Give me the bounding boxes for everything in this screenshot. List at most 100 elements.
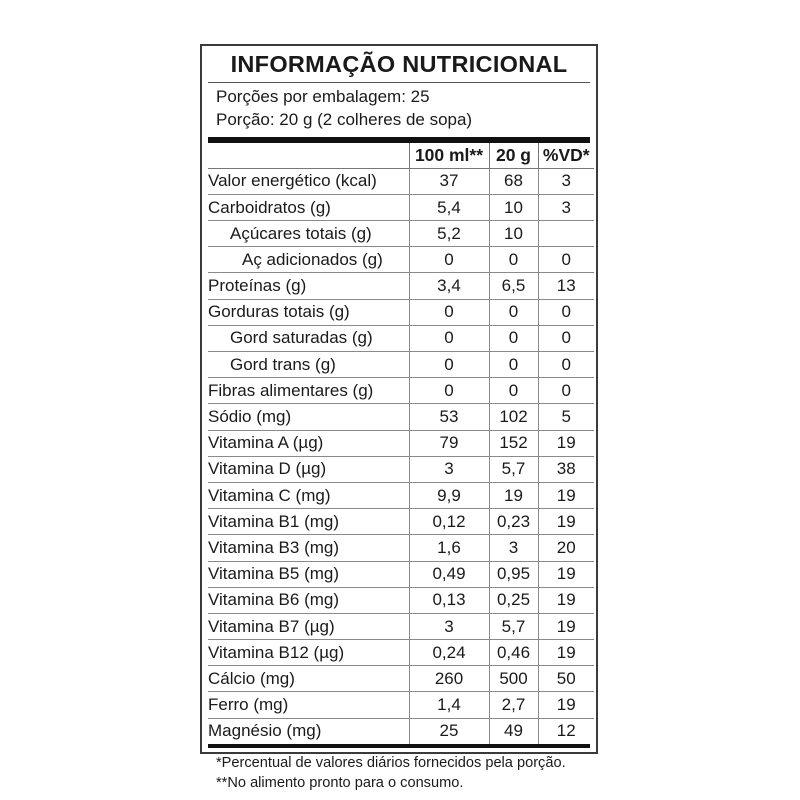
serving-info-block: Porções por embalagem: 25 Porção: 20 g (… [208,83,590,136]
value-percent-vd: 19 [537,430,594,457]
value-per-portion: 68 [488,168,538,195]
value-percent-vd: 0 [537,351,594,379]
column-header-nutrient [208,142,409,169]
table-row: Gord saturadas (g) 0 0 0 [208,325,594,353]
page-title: INFORMAÇÃO NUTRICIONAL [208,46,590,83]
table-row: Fibras alimentares (g) 0 0 0 [208,377,594,405]
value-per-100ml: 3 [408,613,489,641]
nutrient-name: Vitamina B3 (mg) [208,534,409,562]
value-per-portion: 49 [488,718,538,744]
nutrition-table-body: Valor energético (kcal) 37 68 3 Carboidratos… [208,168,594,744]
nutrient-name: Gord trans (g) [208,351,409,379]
nutrition-table: 100 ml** 20 g %VD* Valor energético (kca… [208,142,594,744]
value-percent-vd: 0 [537,246,594,274]
table-row: Proteínas (g) 3,4 6,5 13 [208,272,594,300]
value-per-100ml: 0,12 [408,508,489,536]
value-per-portion: 0,46 [488,639,538,667]
value-per-100ml: 5,4 [408,194,489,222]
table-row: Açúcares totais (g) 5,2 10 [208,220,594,248]
nutrient-name: Magnésio (mg) [208,721,322,741]
value-per-portion: 500 [488,665,538,693]
value-per-portion: 2,7 [488,691,538,719]
value-per-portion: 0,25 [488,587,538,614]
value-per-portion: 0 [488,325,538,353]
value-percent-vd: 20 [537,534,594,562]
nutrient-name: Gord saturadas (g) [208,325,409,353]
value-per-portion: 6,5 [488,272,538,300]
value-percent-vd: 38 [537,456,594,483]
value-per-100ml: 5,2 [408,220,489,248]
table-row: Magnésio (mg) 25 49 12 [208,718,594,744]
column-header-percent-vd: %VD* [537,142,594,169]
nutrient-name: Cálcio (mg) [208,665,409,693]
nutrient-name: Ferro (mg) [208,691,409,719]
value-per-portion: 0 [488,246,538,274]
value-per-100ml: 1,6 [408,534,489,562]
value-percent-vd: 19 [537,691,594,719]
nutrient-name: Vitamina C (mg) [208,482,409,510]
value-percent-vd: 19 [537,508,594,536]
table-row: Carboidratos (g) 5,4 10 3 [208,194,594,222]
value-per-portion: 0 [488,351,538,379]
table-row: Cálcio (mg) 260 500 50 [208,665,594,693]
value-percent-vd [537,220,594,248]
table-row: Vitamina B7 (µg) 3 5,7 19 [208,613,594,641]
value-percent-vd: 3 [537,168,594,195]
value-per-portion: 0,95 [488,561,538,588]
table-row: Vitamina C (mg) 9,9 19 19 [208,482,594,510]
value-per-portion: 19 [488,482,538,510]
value-percent-vd: 19 [537,639,594,667]
value-percent-vd: 3 [537,194,594,222]
footnote-percent-vd: *Percentual de valores diários fornecido… [216,754,566,771]
nutrient-name: Vitamina B1 (mg) [208,508,409,536]
nutrient-name: Vitamina B5 (mg) [208,561,409,588]
nutrient-name: Carboidratos (g) [208,194,409,222]
value-percent-vd: 12 [537,718,594,744]
servings-per-package: Porções por embalagem: 25 [216,86,430,106]
table-row: Vitamina A (µg) 79 152 19 [208,430,594,457]
table-row: Vitamina D (µg) 3 5,7 38 [208,456,594,483]
value-percent-vd: 19 [537,482,594,510]
value-per-100ml: 0,24 [408,639,489,667]
table-row: Aç adicionados (g) 0 0 0 [208,246,594,274]
value-per-portion: 102 [488,403,538,431]
footer-thick-rule [208,743,590,748]
value-per-100ml: 1,4 [408,691,489,719]
value-per-portion: 152 [488,430,538,457]
value-per-100ml: 0,49 [408,561,489,588]
value-per-100ml: 0 [408,351,489,379]
value-percent-vd: 19 [537,613,594,641]
value-per-portion: 10 [488,220,538,248]
value-percent-vd: 0 [537,377,594,405]
table-row: Gord trans (g) 0 0 0 [208,351,594,379]
table-row: Vitamina B6 (mg) 0,13 0,25 19 [208,587,594,614]
nutrient-name: Vitamina B6 (mg) [208,587,409,614]
column-header-per-portion: 20 g [488,142,538,169]
value-percent-vd: 5 [537,403,594,431]
value-per-100ml: 0,13 [408,587,489,614]
table-row: Valor energético (kcal) 37 68 3 [208,168,594,195]
nutrient-name: Açúcares totais (g) [208,220,409,248]
nutrient-name: Proteínas (g) [208,272,409,300]
value-percent-vd: 19 [537,587,594,614]
value-per-portion: 0,23 [488,508,538,536]
column-header-per-100ml: 100 ml** [408,142,489,169]
nutrient-name: Vitamina A (µg) [208,430,409,457]
footnotes-block: *Percentual de valores diários fornecido… [208,748,590,794]
nutrient-name: Valor energético (kcal) [208,168,409,195]
table-row: Sódio (mg) 53 102 5 [208,403,594,431]
header-thick-rule [208,136,590,143]
value-per-100ml: 9,9 [408,482,489,510]
table-row: Vitamina B1 (mg) 0,12 0,23 19 [208,508,594,536]
value-percent-vd: 19 [537,561,594,588]
nutrient-name: Gorduras totais (g) [208,299,409,326]
nutrition-label-panel: INFORMAÇÃO NUTRICIONAL Porções por embal… [200,44,598,791]
table-row: Ferro (mg) 1,4 2,7 19 [208,691,594,719]
table-header-row: 100 ml** 20 g %VD* [208,142,594,169]
value-per-portion: 5,7 [488,613,538,641]
value-per-100ml: 37 [408,168,489,195]
value-per-100ml: 3 [408,456,489,483]
value-percent-vd: 50 [537,665,594,693]
value-per-100ml: 79 [408,430,489,457]
value-per-portion: 0 [488,377,538,405]
